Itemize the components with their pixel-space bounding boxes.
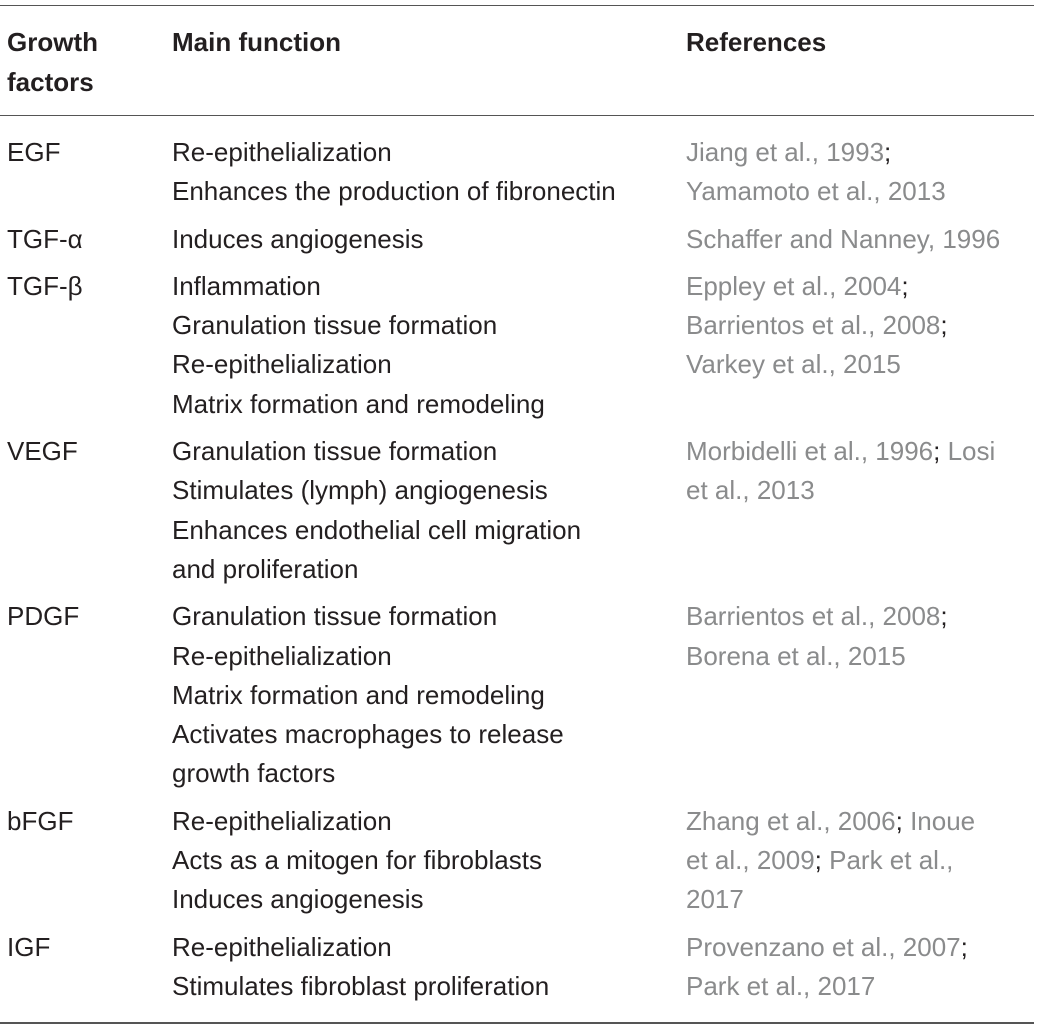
- references-cell: Zhang et al., 2006; Inoue et al., 2009; P…: [686, 802, 1031, 920]
- reference-text: Provenzano et al., 2007: [686, 931, 961, 962]
- reference-text: Zhang et al., 2006: [686, 805, 896, 836]
- reference-text: Park et al.,: [821, 845, 954, 876]
- references-cell: Barrientos et al., 2008; Borena et al., 2…: [686, 597, 1031, 676]
- header-growth-factors: Growth factors: [7, 22, 147, 102]
- reference-separator: ;: [940, 601, 948, 632]
- reference-text: Eppley et al., 2004: [686, 270, 902, 301]
- function-line: Induces angiogenesis: [172, 884, 424, 915]
- reference-line: Schaffer and Nanney, 1996: [686, 220, 1031, 259]
- reference-text: Losi: [940, 436, 996, 467]
- reference-line: Eppley et al., 2004;: [686, 267, 1031, 306]
- function-line: Stimulates fibroblast proliferation: [172, 970, 550, 1001]
- reference-line: Barrientos et al., 2008;: [686, 597, 1031, 636]
- reference-line: 2017: [686, 880, 1031, 919]
- reference-separator: ;: [933, 436, 941, 467]
- table-header-rule: [0, 115, 1034, 116]
- reference-text: et al., 2013: [686, 475, 815, 506]
- reference-line: et al., 2009; Park et al.,: [686, 841, 1031, 880]
- reference-line: Yamamoto et al., 2013: [686, 172, 1031, 211]
- reference-text: Jiang et al., 1993: [686, 137, 885, 167]
- function-line: Inflammation: [172, 270, 321, 301]
- reference-separator: ;: [901, 270, 909, 301]
- function-line: Matrix formation and remodeling: [172, 679, 545, 710]
- reference-line: Borena et al., 2015: [686, 637, 1031, 676]
- growth-factor-cell: PDGF: [7, 601, 80, 632]
- references-cell: Schaffer and Nanney, 1996: [686, 220, 1031, 259]
- reference-separator: ;: [814, 845, 822, 876]
- function-line: growth factors: [172, 758, 336, 789]
- main-function-cell: Re-epithelialization Enhances the product…: [172, 133, 672, 212]
- reference-line: Varkey et al., 2015: [686, 345, 1031, 384]
- table-header: Growth factors Main function References: [0, 18, 1040, 108]
- header-references: References: [686, 27, 827, 57]
- references-cell: Morbidelli et al., 1996; Losi et al., 201…: [686, 432, 1031, 511]
- function-line: Stimulates (lymph) angiogenesis: [172, 475, 548, 506]
- main-function-cell: Re-epithelialization Stimulates fibroblas…: [172, 928, 672, 1007]
- reference-line: Morbidelli et al., 1996; Losi: [686, 432, 1031, 471]
- reference-text: Schaffer and Nanney, 1996: [686, 223, 1001, 254]
- function-line: Granulation tissue formation: [172, 601, 498, 632]
- header-growth-factors-line1: Growth: [7, 27, 98, 57]
- reference-text: Yamamoto et al., 2013: [686, 176, 946, 207]
- table-bottom-rule: [0, 1022, 1034, 1024]
- reference-separator: ;: [884, 137, 892, 167]
- references-cell: Jiang et al., 1993; Yamamoto et al., 2013: [686, 133, 1031, 212]
- main-function-cell: Re-epithelialization Acts as a mitogen fo…: [172, 802, 672, 920]
- function-line: Activates macrophages to release: [172, 719, 564, 750]
- growth-factor-cell: TGF-β: [7, 270, 83, 301]
- growth-factor-cell: EGF: [7, 137, 61, 167]
- header-growth-factors-line2: factors: [7, 67, 94, 97]
- function-line: Re-epithelialization: [172, 805, 392, 836]
- reference-text: 2017: [686, 884, 744, 915]
- reference-line: Jiang et al., 1993;: [686, 133, 1031, 172]
- function-line: Granulation tissue formation: [172, 436, 498, 467]
- reference-text: Barrientos et al., 2008: [686, 310, 941, 341]
- reference-line: Zhang et al., 2006; Inoue: [686, 802, 1031, 841]
- function-line: Induces angiogenesis: [172, 223, 424, 254]
- function-line: Granulation tissue formation: [172, 310, 498, 341]
- function-line: Re-epithelialization: [172, 137, 392, 167]
- growth-factor-cell: bFGF: [7, 805, 74, 836]
- function-line: Acts as a mitogen for fibroblasts: [172, 845, 542, 876]
- function-line: Enhances the production of fibronectin: [172, 176, 616, 207]
- reference-separator: ;: [895, 805, 903, 836]
- function-line: Re-epithelialization: [172, 640, 392, 671]
- function-line: Re-epithelialization: [172, 931, 392, 962]
- header-main-function: Main function: [172, 27, 341, 57]
- reference-line: Barrientos et al., 2008;: [686, 306, 1031, 345]
- references-cell: Eppley et al., 2004; Barrientos et al., 2…: [686, 267, 1031, 385]
- reference-text: Barrientos et al., 2008: [686, 601, 941, 632]
- table-top-rule: [0, 5, 1034, 6]
- reference-separator: ;: [960, 931, 968, 962]
- growth-factor-cell: VEGF: [7, 436, 78, 467]
- main-function-cell: Induces angiogenesis: [172, 220, 672, 259]
- main-function-cell: Granulation tissue formation Stimulates (…: [172, 432, 672, 589]
- function-line: and proliferation: [172, 553, 359, 584]
- reference-text: Varkey et al., 2015: [686, 349, 901, 380]
- reference-line: et al., 2013: [686, 471, 1031, 510]
- reference-text: Morbidelli et al., 1996: [686, 436, 934, 467]
- references-cell: Provenzano et al., 2007; Park et al., 201…: [686, 928, 1031, 1007]
- reference-text: et al., 2009: [686, 845, 815, 876]
- function-line: Enhances endothelial cell migration: [172, 514, 582, 545]
- function-line: Matrix formation and remodeling: [172, 388, 545, 419]
- main-function-cell: Granulation tissue formation Re-epithelia…: [172, 597, 672, 793]
- reference-line: Provenzano et al., 2007;: [686, 928, 1031, 967]
- growth-factor-cell: TGF-α: [7, 223, 83, 254]
- reference-text: Park et al., 2017: [686, 970, 876, 1001]
- reference-line: Park et al., 2017: [686, 967, 1031, 1006]
- reference-text: Borena et al., 2015: [686, 640, 906, 671]
- function-line: Re-epithelialization: [172, 349, 392, 380]
- growth-factor-cell: IGF: [7, 931, 51, 962]
- reference-text: Inoue: [902, 805, 976, 836]
- main-function-cell: Inflammation Granulation tissue formation…: [172, 267, 672, 424]
- reference-separator: ;: [940, 310, 948, 341]
